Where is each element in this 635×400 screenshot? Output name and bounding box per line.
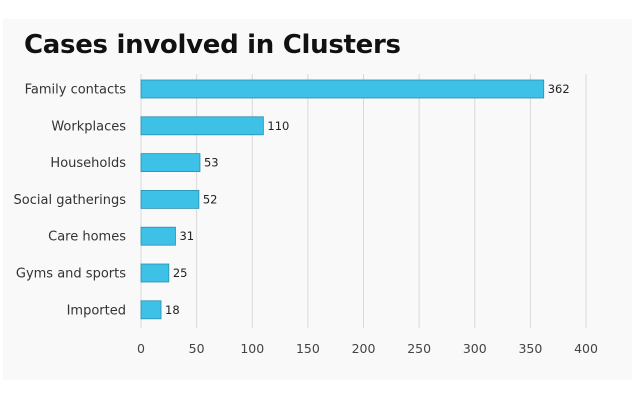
value-label-care-homes: 31 bbox=[179, 229, 194, 243]
x-tick-label-50: 50 bbox=[189, 341, 205, 356]
value-label-gyms-and-sports: 25 bbox=[173, 266, 188, 280]
bar-social-gatherings bbox=[140, 189, 200, 209]
category-label-workplaces: Workplaces bbox=[51, 119, 126, 134]
category-label-imported: Imported bbox=[67, 303, 126, 318]
labels: 0 50 100 150 200 250 300 350 400 Family contacts 3… bbox=[14, 82, 598, 356]
x-tick-label-300: 300 bbox=[463, 341, 487, 356]
value-label-workplaces: 110 bbox=[267, 119, 289, 133]
value-label-social-gatherings: 52 bbox=[203, 192, 218, 206]
grid-lines bbox=[140, 74, 587, 328]
category-label-care-homes: Care homes bbox=[48, 230, 126, 245]
value-label-households: 53 bbox=[204, 156, 219, 170]
x-tick-label-200: 200 bbox=[352, 341, 376, 356]
x-tick-label-250: 250 bbox=[407, 341, 431, 356]
chart-title: Cases involved in Clusters bbox=[24, 30, 401, 60]
x-tick-label-0: 0 bbox=[137, 341, 145, 356]
bars bbox=[140, 79, 545, 320]
bar-care-homes bbox=[140, 226, 176, 246]
value-label-imported: 18 bbox=[165, 303, 180, 317]
category-label-households: Households bbox=[50, 156, 126, 171]
value-label-family-contacts: 362 bbox=[548, 82, 570, 96]
x-tick-label-400: 400 bbox=[574, 341, 598, 356]
chart-panel bbox=[3, 19, 632, 380]
x-tick-label-150: 150 bbox=[296, 341, 320, 356]
bar-family-contacts bbox=[140, 79, 545, 99]
category-label-family-contacts: Family contacts bbox=[25, 83, 127, 98]
bar-households bbox=[140, 153, 201, 173]
category-label-gyms-and-sports: Gyms and sports bbox=[16, 267, 126, 282]
bar-gyms-and-sports bbox=[140, 263, 170, 283]
x-tick-label-350: 350 bbox=[518, 341, 542, 356]
bar-workplaces bbox=[140, 116, 264, 136]
x-tick-label-100: 100 bbox=[240, 341, 264, 356]
category-label-social-gatherings: Social gatherings bbox=[14, 193, 127, 208]
bar-imported bbox=[140, 300, 162, 320]
